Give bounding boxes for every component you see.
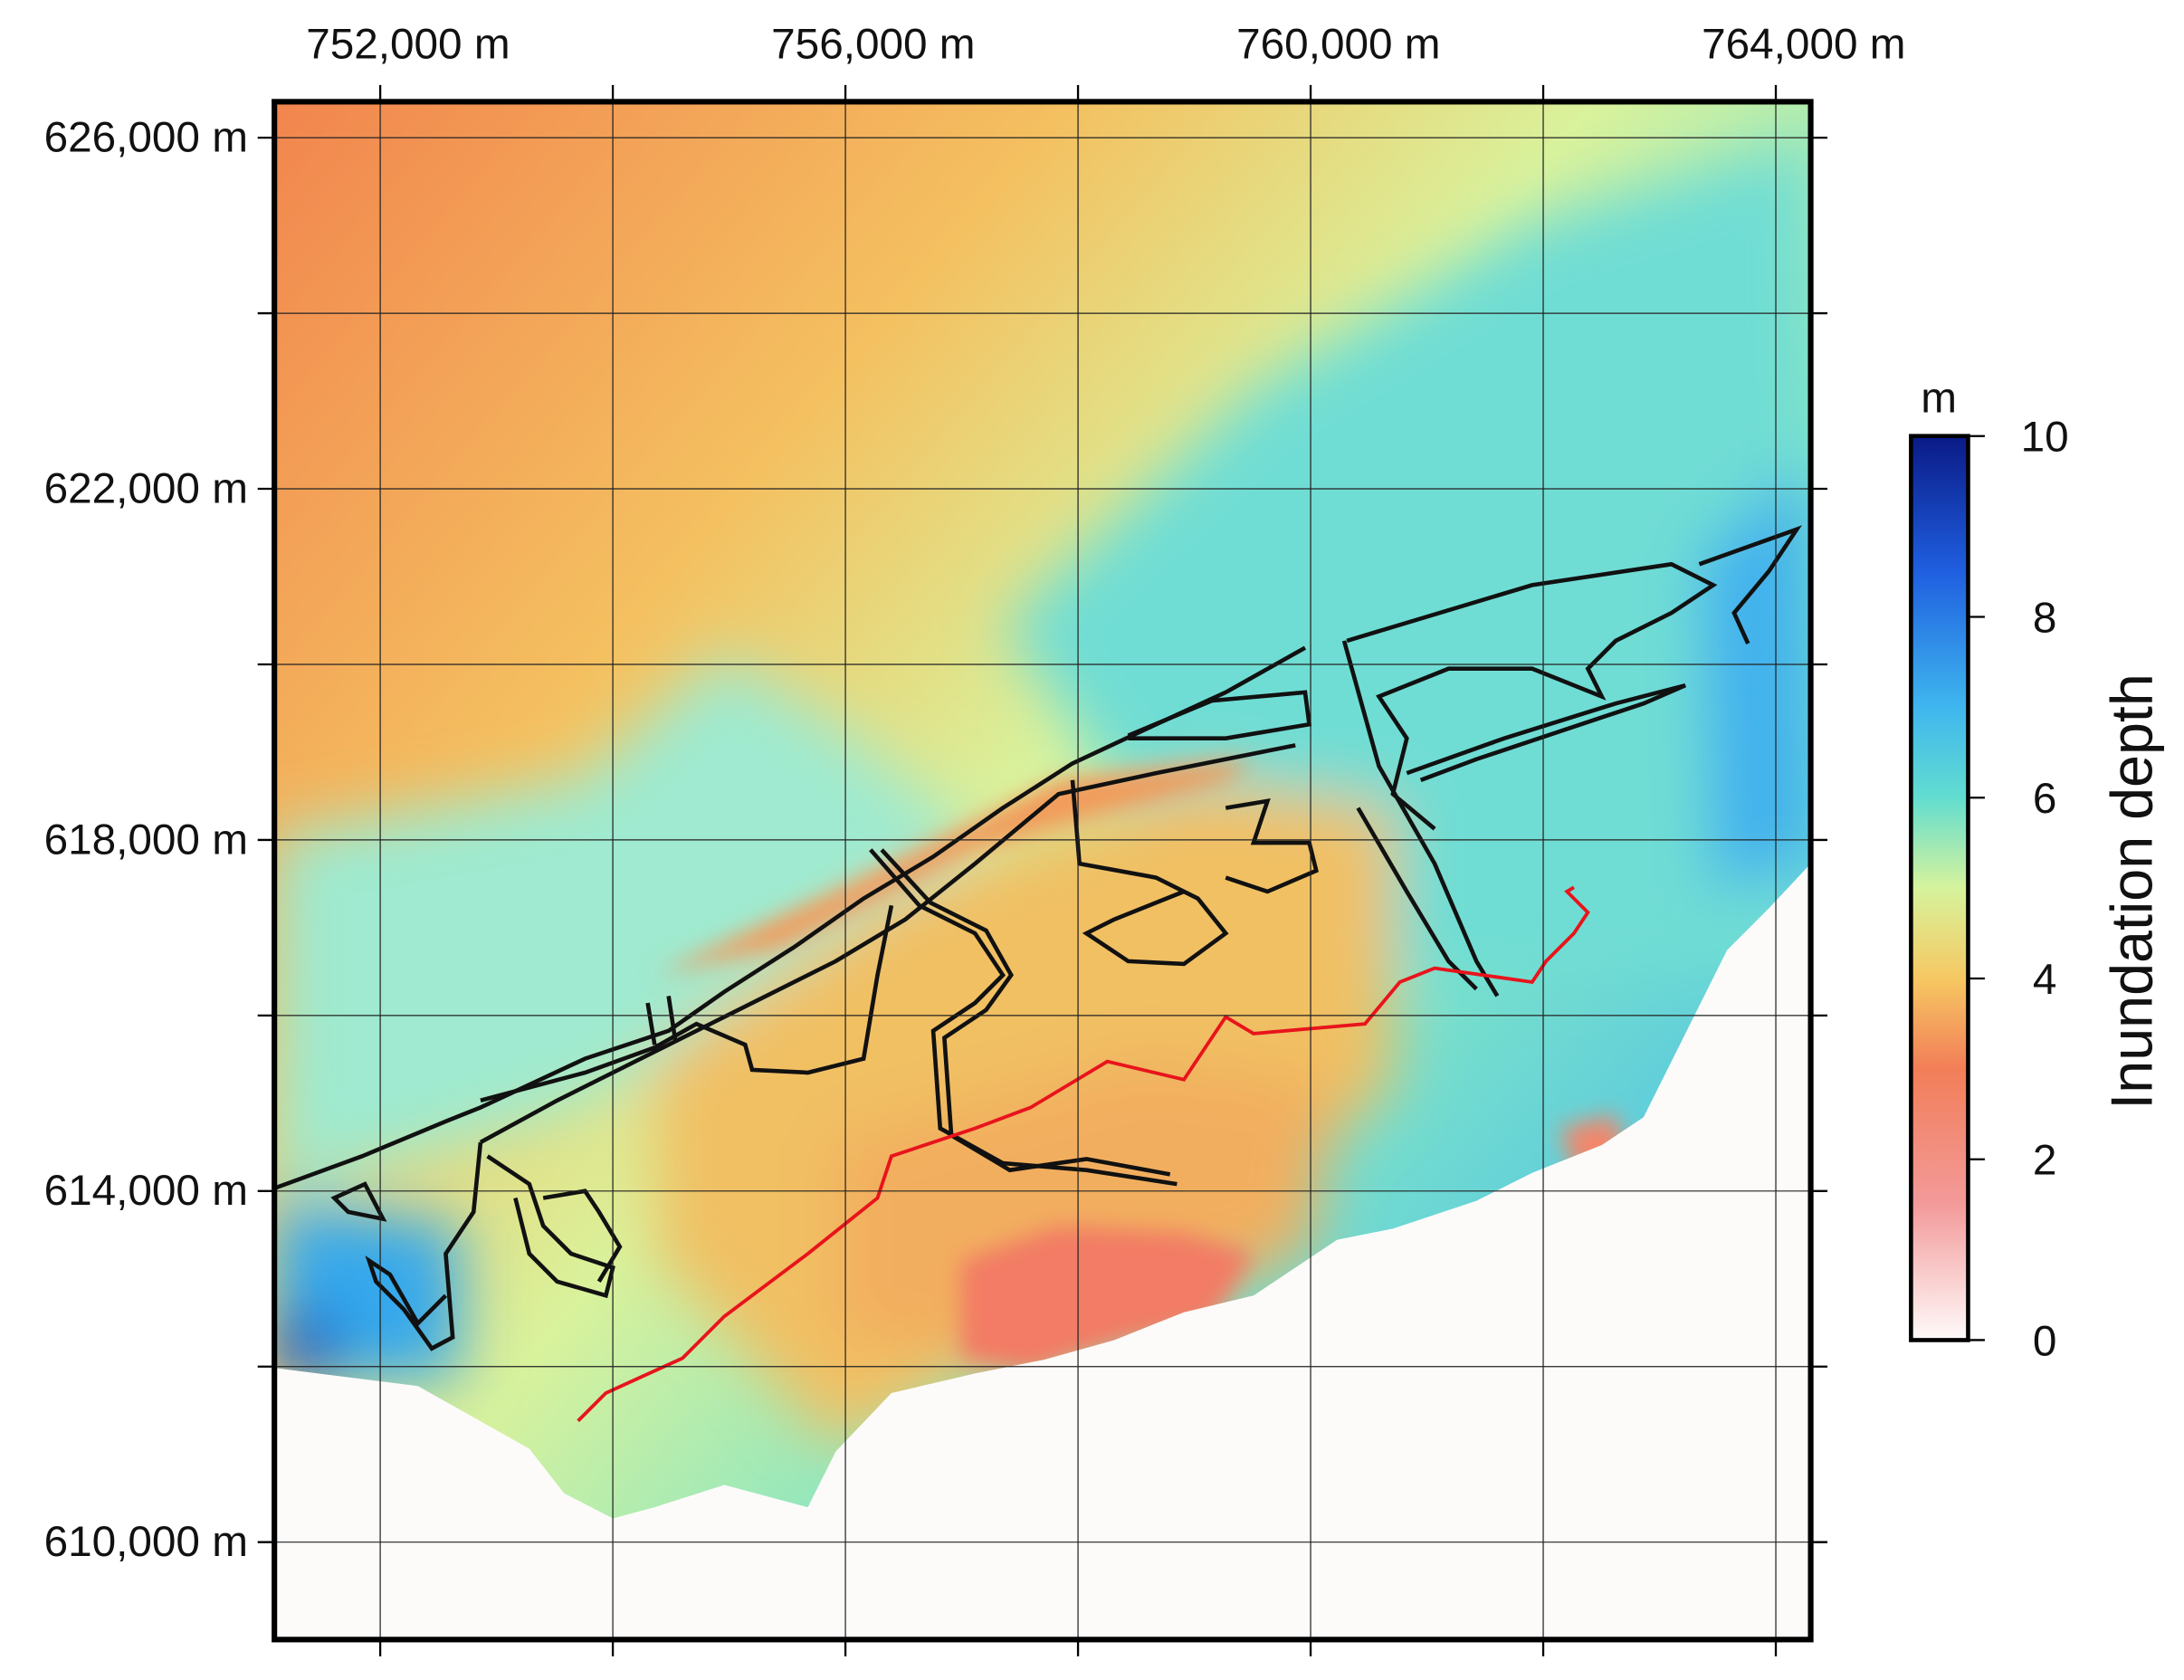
y-tick-label: 622,000 m	[44, 464, 248, 512]
y-tick-label: 618,000 m	[44, 816, 248, 864]
colorbar-tick-label: 6	[2033, 775, 2057, 823]
depth-field	[274, 101, 1811, 1640]
colorbar-tick-label: 2	[2033, 1137, 2057, 1185]
map-frame	[272, 99, 1814, 1643]
y-tick-label: 614,000 m	[44, 1167, 248, 1215]
colorbar-tick-label: 4	[2033, 956, 2057, 1004]
colorbar-unit: m	[1921, 375, 1957, 423]
colorbar-tick-label: 10	[2021, 414, 2069, 462]
colorbar-tick-label: 0	[2033, 1317, 2057, 1365]
x-tick-label: 764,000 m	[1702, 21, 1905, 69]
x-tick-label: 760,000 m	[1236, 21, 1440, 69]
colorbar-tick-label: 8	[2033, 594, 2057, 642]
x-tick-label: 756,000 m	[771, 21, 975, 69]
x-tick-label: 752,000 m	[306, 21, 510, 69]
colorbar	[1909, 434, 1970, 1342]
y-tick-label: 610,000 m	[44, 1518, 248, 1566]
colorbar-title: Inundation depth	[2099, 673, 2165, 1110]
y-tick-label: 626,000 m	[44, 114, 248, 162]
